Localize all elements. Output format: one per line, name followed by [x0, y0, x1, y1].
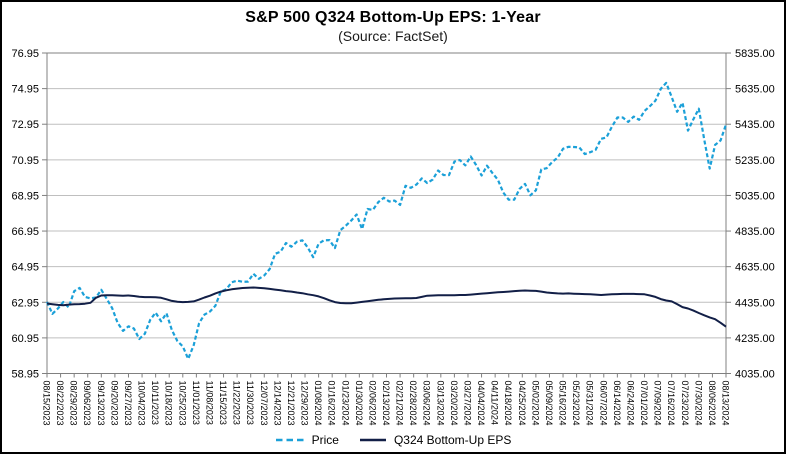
eps-series-line: [46, 286, 727, 328]
svg-text:07/09/2024: 07/09/2024: [653, 381, 663, 426]
svg-text:04/18/2024: 04/18/2024: [503, 381, 513, 426]
chart-subtitle: (Source: FactSet): [338, 28, 448, 44]
legend-item-price: Price: [275, 433, 339, 447]
svg-text:08/29/2023: 08/29/2023: [69, 381, 79, 426]
svg-text:02/28/2024: 02/28/2024: [408, 381, 418, 426]
svg-text:70.95: 70.95: [11, 155, 39, 167]
svg-text:11/22/2023: 11/22/2023: [232, 381, 242, 425]
svg-text:07/23/2024: 07/23/2024: [680, 381, 690, 426]
svg-text:74.95: 74.95: [11, 84, 39, 96]
svg-text:64.95: 64.95: [11, 262, 39, 274]
y-axis-left-labels: 76.95 74.95 72.95 70.95 68.95 66.95 64.95 62.95…: [11, 48, 39, 381]
svg-text:11/08/2023: 11/08/2023: [204, 381, 214, 425]
svg-text:05/16/2024: 05/16/2024: [558, 381, 568, 426]
svg-text:03/27/2024: 03/27/2024: [462, 381, 472, 426]
svg-text:02/13/2024: 02/13/2024: [381, 381, 391, 426]
svg-text:11/30/2023: 11/30/2023: [245, 381, 255, 425]
plot-border: [46, 52, 727, 374]
legend-price-label: Price: [311, 433, 339, 447]
svg-text:5435.00: 5435.00: [735, 119, 775, 131]
svg-text:09/20/2023: 09/20/2023: [109, 381, 119, 426]
svg-text:04/04/2024: 04/04/2024: [476, 381, 486, 426]
svg-text:08/22/2023: 08/22/2023: [55, 381, 65, 426]
legend-item-eps: Q324 Bottom-Up EPS: [359, 433, 511, 447]
svg-text:12/14/2023: 12/14/2023: [272, 381, 282, 426]
svg-text:01/08/2024: 01/08/2024: [313, 381, 323, 426]
svg-text:07/01/2024: 07/01/2024: [639, 381, 649, 426]
legend-price-dashed-line-icon: [275, 438, 304, 442]
svg-text:12/07/2023: 12/07/2023: [259, 381, 269, 426]
svg-text:5835.00: 5835.00: [735, 48, 775, 60]
svg-text:5235.00: 5235.00: [735, 155, 775, 167]
svg-text:11/01/2023: 11/01/2023: [191, 381, 201, 425]
svg-text:09/27/2023: 09/27/2023: [123, 381, 133, 426]
svg-text:04/11/2024: 04/11/2024: [490, 381, 500, 425]
svg-text:06/24/2024: 06/24/2024: [625, 381, 635, 426]
svg-text:58.95: 58.95: [11, 369, 39, 381]
svg-text:06/14/2024: 06/14/2024: [612, 381, 622, 426]
legend-eps-solid-line-icon: [359, 438, 386, 442]
svg-text:03/06/2024: 03/06/2024: [422, 381, 432, 426]
svg-text:76.95: 76.95: [11, 48, 39, 60]
svg-text:10/04/2023: 10/04/2023: [137, 381, 147, 426]
svg-text:07/16/2024: 07/16/2024: [666, 381, 676, 426]
svg-text:05/02/2024: 05/02/2024: [530, 381, 540, 426]
svg-text:5035.00: 5035.00: [735, 190, 775, 202]
svg-text:60.95: 60.95: [11, 333, 39, 345]
svg-text:01/16/2024: 01/16/2024: [327, 381, 337, 426]
svg-text:01/23/2024: 01/23/2024: [340, 381, 350, 426]
svg-text:04/25/2024: 04/25/2024: [517, 381, 527, 426]
svg-text:4435.00: 4435.00: [735, 297, 775, 309]
svg-text:09/13/2023: 09/13/2023: [96, 381, 106, 426]
svg-text:12/29/2023: 12/29/2023: [300, 381, 310, 426]
svg-text:12/21/2023: 12/21/2023: [286, 381, 296, 426]
svg-text:62.95: 62.95: [11, 297, 39, 309]
gridlines: [42, 52, 731, 374]
svg-text:05/23/2024: 05/23/2024: [571, 381, 581, 426]
svg-text:4835.00: 4835.00: [735, 226, 775, 238]
svg-text:09/06/2023: 09/06/2023: [82, 381, 92, 426]
svg-text:01/30/2024: 01/30/2024: [354, 381, 364, 426]
svg-text:10/11/2023: 10/11/2023: [150, 381, 160, 425]
svg-text:05/09/2024: 05/09/2024: [544, 381, 554, 426]
svg-text:5635.00: 5635.00: [735, 84, 775, 96]
svg-text:4235.00: 4235.00: [735, 333, 775, 345]
chart-legend: Price Q324 Bottom-Up EPS: [2, 432, 784, 448]
y-axis-right-labels: 5835.00 5635.00 5435.00 5235.00 5035.00 4835.…: [735, 48, 775, 381]
svg-text:02/06/2024: 02/06/2024: [367, 381, 377, 426]
svg-text:08/15/2023: 08/15/2023: [42, 381, 52, 426]
price-series-line: [45, 81, 728, 360]
chart-title: S&P 500 Q324 Bottom-Up EPS: 1-Year: [245, 9, 541, 26]
x-axis-labels: 08/15/2023 08/22/2023 08/29/2023 09/06/2023…: [42, 373, 731, 426]
svg-text:06/07/2024: 06/07/2024: [598, 381, 608, 426]
svg-text:07/30/2024: 07/30/2024: [693, 381, 703, 426]
svg-text:05/31/2024: 05/31/2024: [585, 381, 595, 426]
svg-text:72.95: 72.95: [11, 119, 39, 131]
svg-text:66.95: 66.95: [11, 226, 39, 238]
svg-text:08/06/2024: 08/06/2024: [707, 381, 717, 426]
legend-eps-label: Q324 Bottom-Up EPS: [393, 433, 512, 447]
svg-text:11/15/2023: 11/15/2023: [218, 381, 228, 425]
svg-text:08/13/2024: 08/13/2024: [721, 381, 731, 426]
svg-text:10/18/2023: 10/18/2023: [164, 381, 174, 426]
svg-text:10/25/2023: 10/25/2023: [177, 381, 187, 426]
svg-text:02/21/2024: 02/21/2024: [395, 381, 405, 426]
svg-text:68.95: 68.95: [11, 190, 39, 202]
svg-text:03/13/2024: 03/13/2024: [435, 381, 445, 426]
svg-text:03/20/2024: 03/20/2024: [449, 381, 459, 426]
svg-text:4035.00: 4035.00: [735, 369, 775, 381]
svg-text:4635.00: 4635.00: [735, 262, 775, 274]
